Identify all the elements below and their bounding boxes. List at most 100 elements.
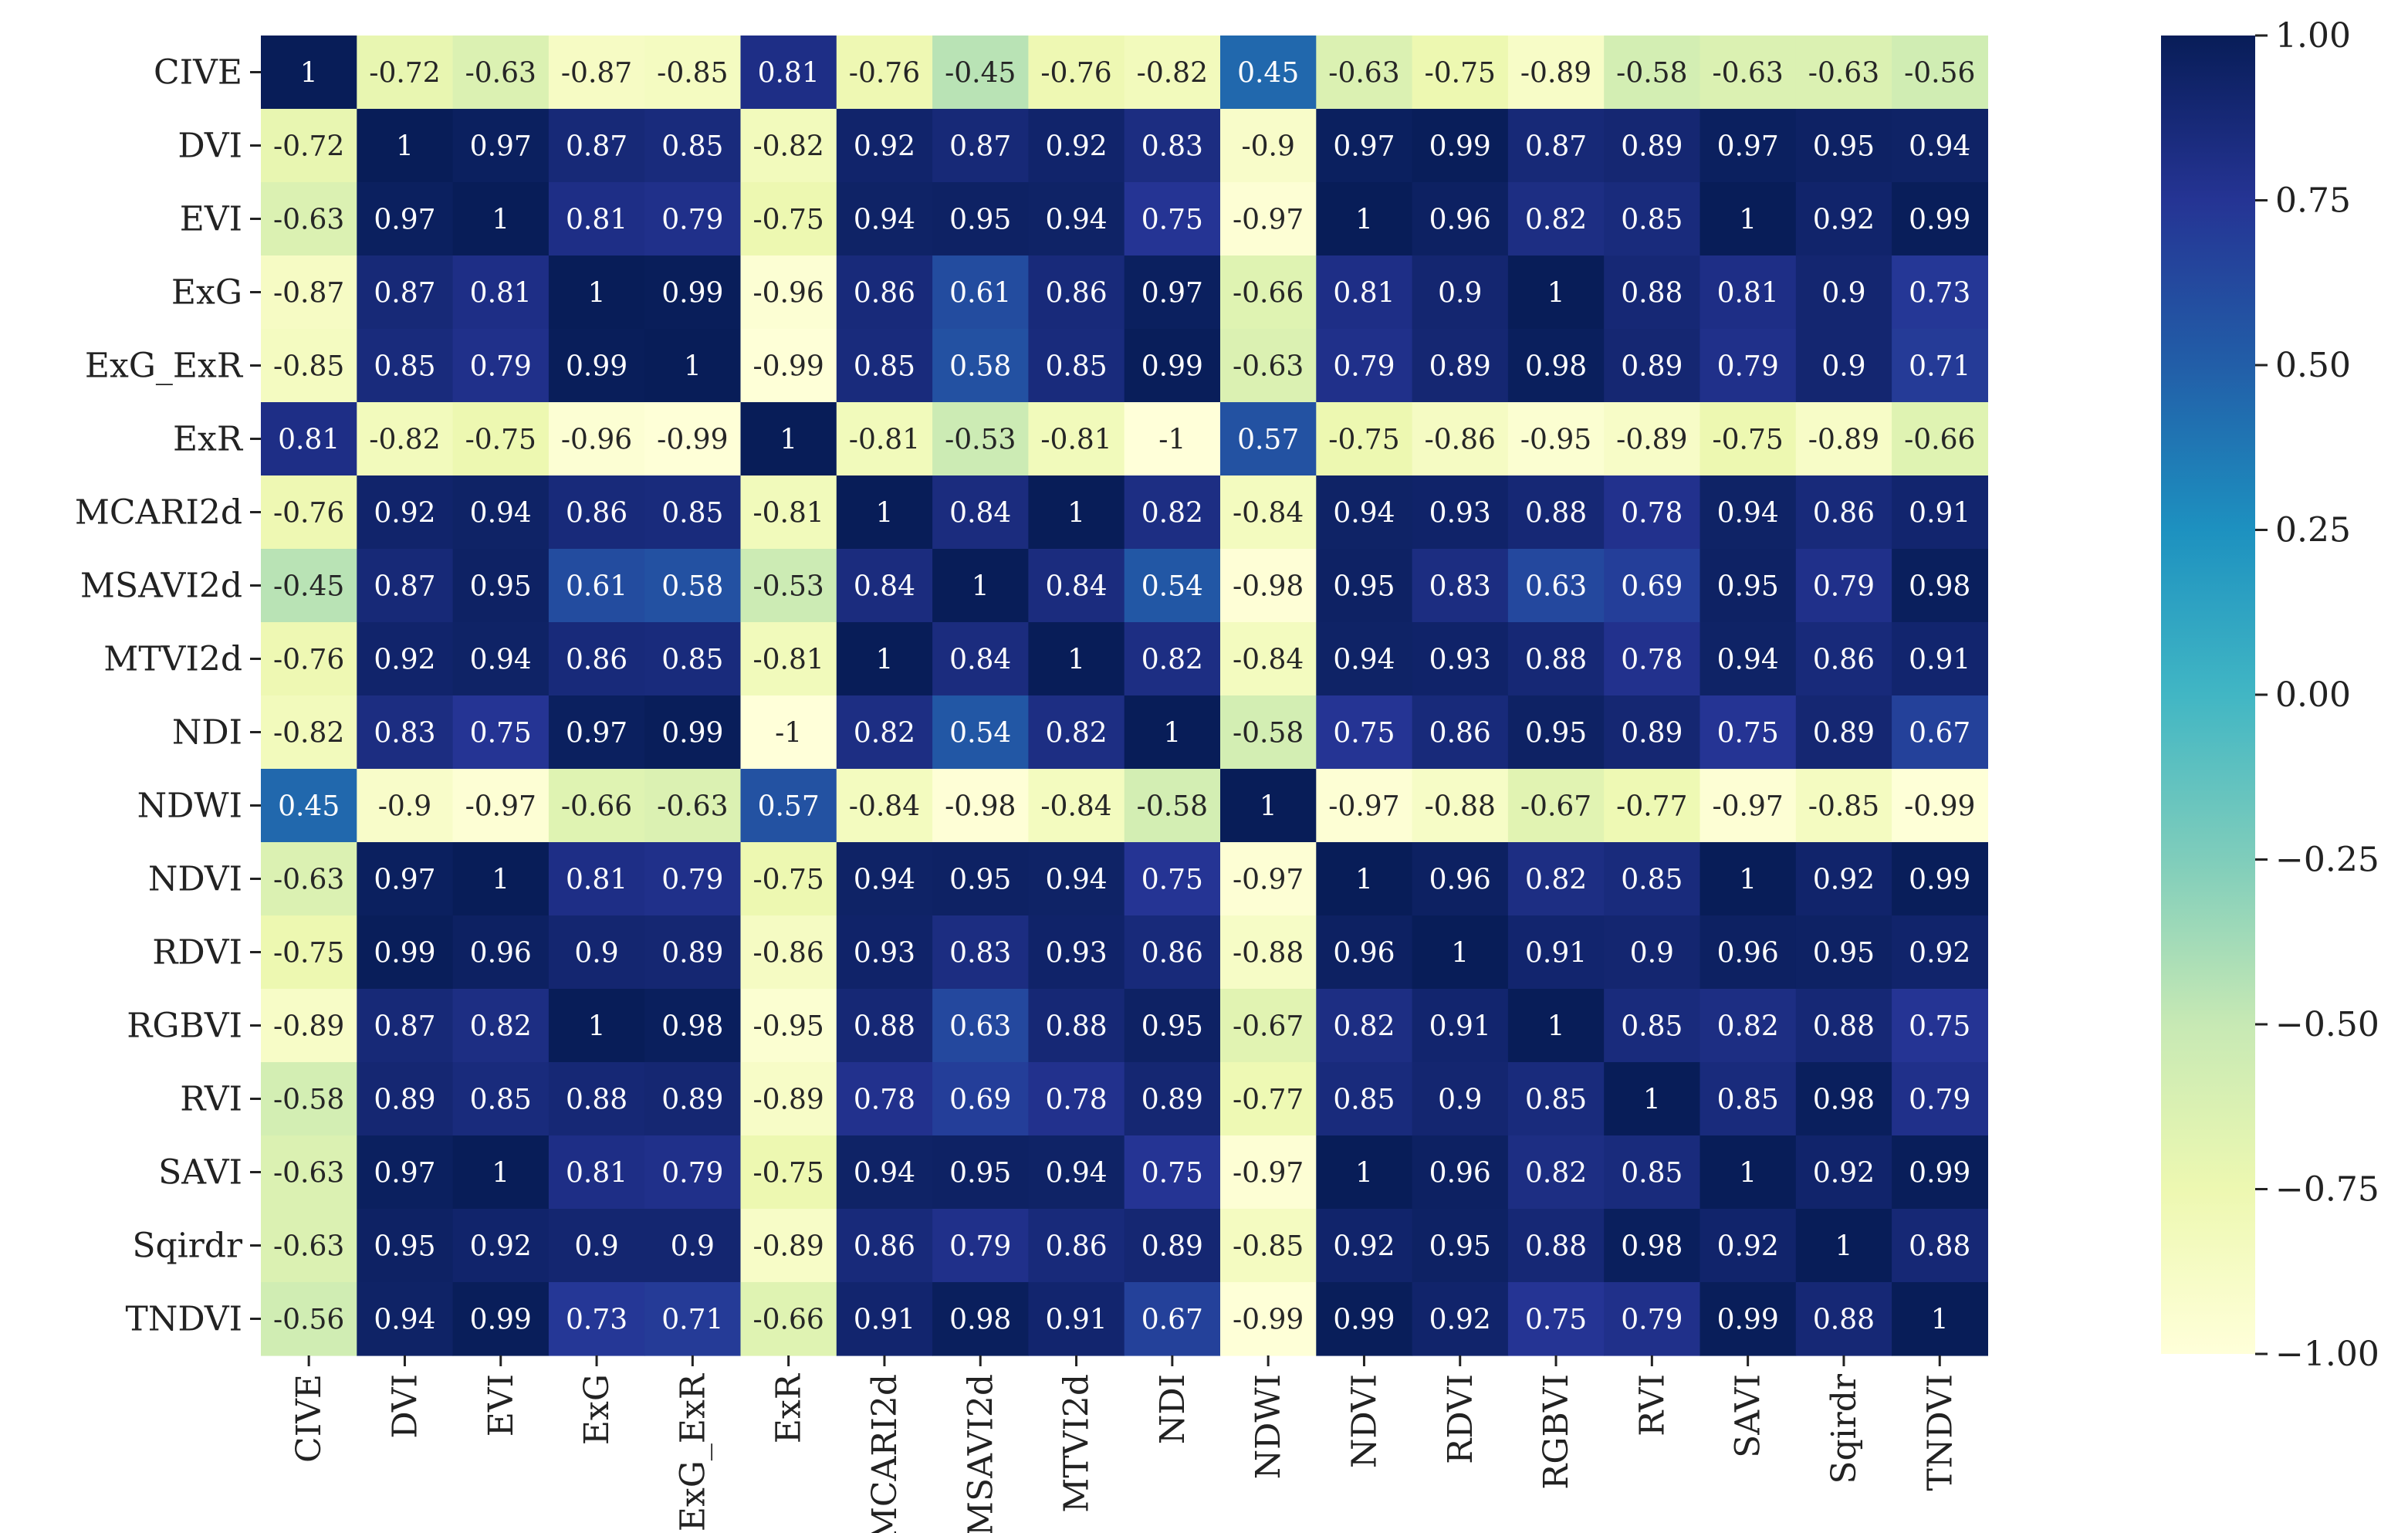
- heatmap-cell: [932, 842, 1029, 916]
- cell-value-label: 1: [492, 1158, 509, 1190]
- cell-value-label: -0.95: [1520, 425, 1591, 456]
- cell-value-label: -0.67: [1520, 791, 1591, 823]
- cell-value-label: -0.85: [1808, 791, 1879, 823]
- cell-value-label: 0.94: [1045, 1158, 1107, 1190]
- cell-value-label: -0.95: [752, 1011, 824, 1043]
- heatmap-cell: [1316, 695, 1413, 770]
- row-label: ExG_ExR: [85, 347, 244, 386]
- cell-value-label: 0.84: [854, 571, 915, 603]
- row-label: ExR: [173, 420, 244, 459]
- cell-value-label: -0.97: [1233, 205, 1304, 236]
- colorbar-tick-label: −0.25: [2275, 841, 2379, 880]
- cell-value-label: 0.88: [1621, 278, 1683, 310]
- heatmap-cells: 1 -0.72 -0.63 -0.87 -0.85 0.81 -0.76 -0.45 -0.76…: [261, 36, 1988, 1356]
- heatmap-cell: [1507, 402, 1605, 476]
- heatmap-cell: [1604, 1282, 1701, 1356]
- heatmap-cell: [548, 1062, 645, 1136]
- heatmap-cell: [932, 329, 1029, 403]
- heatmap-cell: [261, 1282, 357, 1356]
- heatmap-cell: [1507, 695, 1605, 770]
- heatmap-cell: [740, 549, 837, 623]
- cell-value-label: 0.89: [1813, 718, 1875, 750]
- heatmap-cell: [1124, 1282, 1221, 1356]
- cell-value-label: -0.66: [561, 791, 632, 823]
- cell-value-label: 0.75: [1525, 1305, 1587, 1336]
- cell-value-label: 0.86: [566, 498, 627, 530]
- heatmap-cell: [932, 1282, 1029, 1356]
- heatmap-cell: [1507, 1282, 1605, 1356]
- heatmap-cell: [1604, 1209, 1701, 1283]
- column-label: RDVI: [1441, 1374, 1480, 1464]
- cell-value-label: 1: [875, 645, 893, 676]
- cell-value-label: 0.54: [949, 718, 1011, 750]
- cell-value-label: -0.63: [1712, 58, 1783, 90]
- cell-value-label: 0.82: [470, 1011, 532, 1043]
- heatmap-cell: [261, 182, 357, 256]
- heatmap-cell: [1412, 769, 1509, 843]
- cell-value-label: -0.45: [945, 58, 1016, 90]
- cell-value-label: 0.92: [1333, 1231, 1395, 1263]
- cell-value-label: 0.85: [470, 1085, 532, 1116]
- heatmap-cell: [1412, 182, 1509, 256]
- column-label: ExG_ExR: [673, 1372, 712, 1531]
- heatmap-cell: [740, 475, 837, 550]
- heatmap-cell: [1220, 1282, 1317, 1356]
- heatmap-cell: [452, 182, 550, 256]
- cell-value-label: 1: [780, 425, 797, 456]
- heatmap-cell: [261, 255, 357, 330]
- heatmap-cell: [1892, 622, 1988, 696]
- heatmap-cell: [548, 402, 645, 476]
- cell-value-label: -0.81: [849, 425, 920, 456]
- heatmap-cell: [1412, 329, 1509, 403]
- cell-value-label: 1: [1355, 205, 1373, 236]
- cell-value-label: 0.91: [1429, 1011, 1491, 1043]
- heatmap-cell: [644, 842, 742, 916]
- cell-value-label: 0.94: [1045, 865, 1107, 896]
- cell-value-label: 0.78: [854, 1085, 915, 1116]
- heatmap-cell: [740, 842, 837, 916]
- cell-value-label: 0.9: [574, 938, 618, 970]
- heatmap-cell: [1028, 915, 1125, 990]
- heatmap-cell: [1220, 1135, 1317, 1210]
- heatmap-cell: [1699, 989, 1797, 1063]
- cell-value-label: 0.99: [470, 1305, 532, 1336]
- cell-value-label: -0.85: [1233, 1231, 1304, 1263]
- heatmap-cell: [1316, 915, 1413, 990]
- cell-value-label: 1: [492, 205, 509, 236]
- heatmap-cell: [740, 1209, 837, 1283]
- heatmap-cell: [1412, 109, 1509, 183]
- cell-value-label: -0.99: [752, 351, 824, 383]
- cell-value-label: 0.61: [566, 571, 627, 603]
- heatmap-cell: [1795, 915, 1892, 990]
- heatmap-cell: [1699, 842, 1797, 916]
- cell-value-label: -0.75: [1425, 58, 1496, 90]
- heatmap-cell: [932, 182, 1029, 256]
- cell-value-label: 1: [1451, 938, 1469, 970]
- cell-value-label: -0.81: [1040, 425, 1111, 456]
- cell-value-label: 0.95: [374, 1231, 435, 1263]
- cell-value-label: 0.79: [1621, 1305, 1683, 1336]
- heatmap-cell: [452, 1209, 550, 1283]
- heatmap-cell: [1892, 182, 1988, 256]
- column-label: ExG: [577, 1374, 617, 1445]
- heatmap-cell: [261, 769, 357, 843]
- cell-value-label: 0.85: [1717, 1085, 1779, 1116]
- cell-value-label: 0.57: [758, 791, 820, 823]
- heatmap-cell: [357, 1135, 454, 1210]
- cell-value-label: 0.95: [1813, 131, 1875, 163]
- row-label: TNDVI: [125, 1300, 242, 1339]
- cell-value-label: 0.86: [854, 278, 915, 310]
- cell-value-label: 0.57: [1237, 425, 1299, 456]
- heatmap-cell: [1412, 475, 1509, 550]
- cell-value-label: 0.88: [1525, 1231, 1587, 1263]
- heatmap-cell: [1028, 622, 1125, 696]
- cell-value-label: 0.92: [1813, 865, 1875, 896]
- cell-value-label: 0.85: [374, 351, 435, 383]
- heatmap-cell: [1699, 36, 1797, 110]
- heatmap-cell: [1892, 1062, 1988, 1136]
- heatmap-cell: [1028, 255, 1125, 330]
- column-label: SAVI: [1729, 1374, 1768, 1458]
- cell-value-label: -0.75: [752, 865, 824, 896]
- cell-value-label: -0.96: [561, 425, 632, 456]
- heatmap-cell: [1412, 989, 1509, 1063]
